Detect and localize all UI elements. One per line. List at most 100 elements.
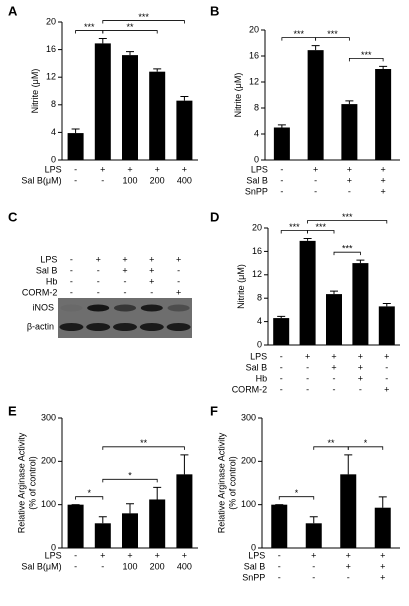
significance-label: *** bbox=[293, 29, 304, 39]
condition-value: - bbox=[314, 175, 317, 185]
condition-label: LPS bbox=[248, 550, 265, 560]
condition-value: + bbox=[380, 164, 385, 174]
y-axis-label-line: Relative Arginase Activity bbox=[217, 432, 227, 533]
condition-value: + bbox=[380, 572, 385, 582]
bar bbox=[326, 294, 342, 345]
y-tick-label: 12 bbox=[249, 76, 259, 86]
condition-value: - bbox=[70, 287, 73, 297]
error-bar bbox=[382, 302, 391, 307]
condition-value: + bbox=[100, 164, 105, 174]
condition-label: Hb bbox=[256, 373, 268, 383]
bar bbox=[341, 104, 358, 160]
condition-value: - bbox=[97, 287, 100, 297]
condition-value: 100 bbox=[122, 561, 137, 571]
significance-bracket bbox=[278, 496, 315, 500]
significance-label: ** bbox=[140, 438, 148, 448]
condition-value: + bbox=[384, 384, 389, 394]
bar bbox=[122, 55, 138, 161]
bar bbox=[94, 523, 111, 548]
error-bar bbox=[98, 516, 107, 524]
condition-value: - bbox=[385, 362, 388, 372]
condition-value: + bbox=[380, 186, 385, 196]
condition-value: 400 bbox=[177, 561, 192, 571]
condition-value: - bbox=[306, 384, 309, 394]
y-tick-label: 200 bbox=[241, 456, 256, 466]
blot-band bbox=[60, 304, 83, 312]
significance-bracket bbox=[307, 230, 335, 234]
condition-value: + bbox=[149, 254, 154, 264]
condition-value: - bbox=[97, 276, 100, 286]
blot-band bbox=[114, 304, 136, 312]
y-tick-label: 100 bbox=[241, 499, 256, 509]
band-label: β-actin bbox=[27, 321, 54, 331]
condition-value: - bbox=[280, 351, 283, 361]
error-bar bbox=[344, 454, 353, 475]
condition-value: - bbox=[278, 550, 281, 560]
condition-value: + bbox=[155, 550, 160, 560]
condition-value: - bbox=[150, 287, 153, 297]
y-axis-label-line: (% of control) bbox=[28, 456, 38, 510]
significance-bracket bbox=[348, 58, 384, 62]
y-tick-label: 4 bbox=[257, 316, 262, 326]
condition-value: - bbox=[70, 254, 73, 264]
condition-label: SnPP bbox=[242, 572, 265, 582]
condition-value: - bbox=[314, 186, 317, 196]
blot-band bbox=[86, 323, 111, 331]
condition-value: - bbox=[280, 384, 283, 394]
bar bbox=[273, 127, 290, 160]
condition-value: - bbox=[101, 175, 104, 185]
condition-value: - bbox=[124, 287, 127, 297]
error-bar bbox=[379, 65, 388, 69]
significance-bracket bbox=[307, 220, 388, 224]
condition-value: + bbox=[96, 254, 101, 264]
error-bar bbox=[126, 503, 134, 514]
condition-value: + bbox=[122, 254, 127, 264]
condition-value: + bbox=[347, 164, 352, 174]
y-tick-label: 100 bbox=[41, 499, 56, 509]
error-bar bbox=[126, 51, 134, 56]
error-bar bbox=[311, 45, 320, 51]
condition-value: + bbox=[358, 351, 363, 361]
condition-value: - bbox=[385, 373, 388, 383]
condition-value: - bbox=[280, 362, 283, 372]
condition-label: Sal B bbox=[36, 265, 58, 275]
condition-value: + bbox=[347, 175, 352, 185]
condition-value: - bbox=[124, 276, 127, 286]
y-tick-label: 16 bbox=[252, 246, 262, 256]
significance-label: *** bbox=[138, 12, 149, 22]
significance-label: * bbox=[364, 438, 368, 448]
condition-label: Sal B bbox=[246, 175, 268, 185]
condition-label: Sal B bbox=[246, 362, 268, 372]
bar bbox=[305, 523, 322, 548]
condition-value: - bbox=[177, 265, 180, 275]
error-bar bbox=[277, 124, 286, 128]
condition-label: Sal B bbox=[244, 561, 266, 571]
y-axis-label-line: (% of control) bbox=[228, 456, 238, 510]
y-axis-label: Relative Arginase Activity(% of control) bbox=[217, 432, 238, 533]
significance-label: *** bbox=[361, 50, 372, 60]
condition-label: CORM-2 bbox=[22, 287, 58, 297]
condition-value: + bbox=[305, 351, 310, 361]
condition-value: - bbox=[347, 572, 350, 582]
error-bar bbox=[153, 68, 162, 72]
condition-value: + bbox=[331, 362, 336, 372]
condition-value: + bbox=[176, 287, 181, 297]
condition-value: - bbox=[280, 175, 283, 185]
condition-label: LPS bbox=[40, 254, 57, 264]
condition-value: - bbox=[70, 265, 73, 275]
error-bar bbox=[277, 315, 286, 319]
condition-value: + bbox=[331, 351, 336, 361]
y-tick-label: 12 bbox=[46, 72, 56, 82]
condition-value: 200 bbox=[150, 561, 165, 571]
condition-value: - bbox=[348, 186, 351, 196]
significance-bracket bbox=[102, 478, 158, 483]
error-bar bbox=[153, 486, 162, 500]
condition-label: Hb bbox=[46, 276, 58, 286]
y-tick-label: 300 bbox=[41, 412, 56, 422]
y-tick-label: 20 bbox=[249, 24, 259, 34]
condition-label: LPS bbox=[250, 351, 267, 361]
condition-value: + bbox=[127, 164, 132, 174]
bar bbox=[340, 474, 357, 548]
y-tick-label: 20 bbox=[252, 222, 262, 232]
error-bar bbox=[345, 100, 354, 105]
